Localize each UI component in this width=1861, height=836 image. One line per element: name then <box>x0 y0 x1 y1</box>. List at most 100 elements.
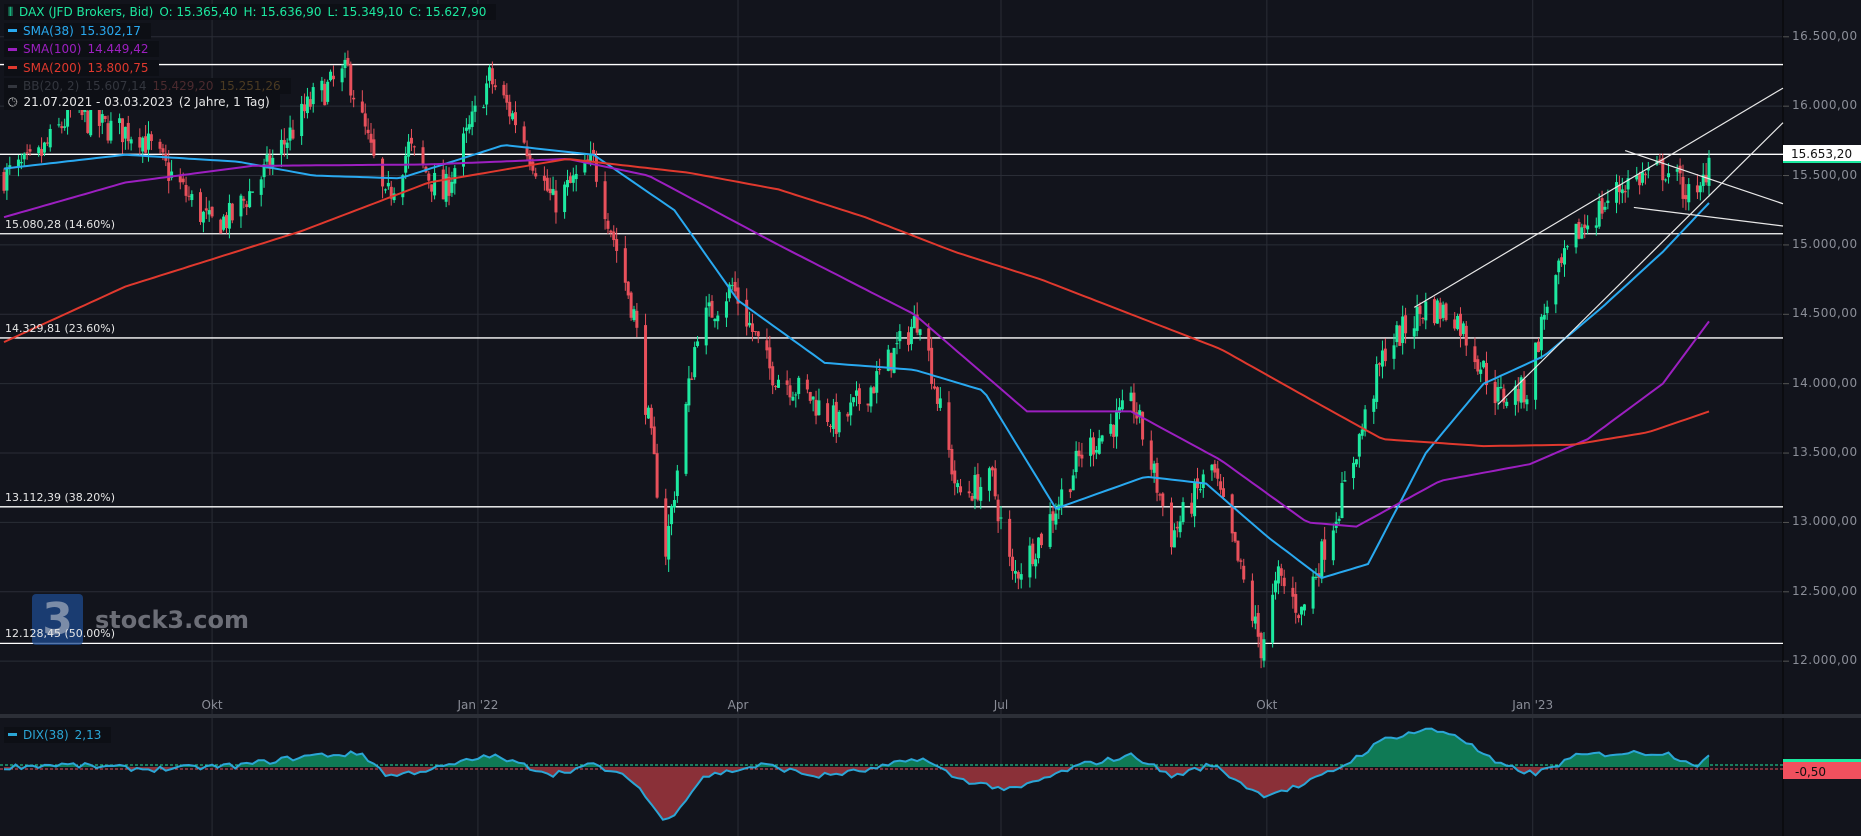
legend-sma100[interactable]: SMA(100) 14.449,42 <box>4 41 159 57</box>
candle-up <box>37 147 41 154</box>
candle-up <box>667 525 671 560</box>
candle-down <box>1233 531 1237 542</box>
candle-up <box>1097 438 1101 454</box>
candle-up <box>817 400 821 416</box>
candle-up <box>1539 316 1543 351</box>
candle-up <box>1534 342 1538 400</box>
trendline <box>1633 206 1784 227</box>
candle-up <box>837 411 841 433</box>
candle-up <box>1641 172 1645 183</box>
trendline <box>1497 122 1784 405</box>
candle-up <box>340 68 344 83</box>
candle-up <box>1343 480 1347 482</box>
candle-down <box>28 149 32 152</box>
candle-up <box>1019 574 1023 580</box>
candle-up <box>687 378 691 406</box>
candle-down <box>1068 489 1072 493</box>
candle-down <box>878 369 882 371</box>
candle-down <box>199 192 203 222</box>
candle-down <box>219 219 223 234</box>
candle-down <box>947 402 951 450</box>
sma-line-SMA38 <box>3 144 1710 580</box>
candle-up <box>141 137 145 152</box>
candle-up <box>1565 246 1569 248</box>
candle-up <box>1580 227 1584 239</box>
candle-up <box>1542 314 1546 320</box>
candle-up <box>109 120 113 141</box>
candle-down <box>834 401 838 434</box>
candle-down <box>542 175 546 181</box>
candle-up <box>470 111 474 127</box>
candle-down <box>814 399 818 416</box>
candle-up <box>1201 474 1205 489</box>
candle-down <box>1256 612 1260 637</box>
candle-up <box>320 80 324 91</box>
candle-down <box>514 112 517 126</box>
candle-up <box>1687 184 1691 203</box>
candle-up <box>1401 316 1405 343</box>
sma38-swatch <box>8 29 17 32</box>
bb-middle: 15.429,20 <box>152 79 214 93</box>
candle-up <box>797 377 801 394</box>
dix-value: 2,13 <box>74 727 102 742</box>
candle-down <box>389 186 393 199</box>
instrument-name: DAX (JFD Brokers, Bid) <box>19 5 154 19</box>
sma-line-SMA200 <box>3 158 1710 448</box>
watermark: 3 stock3.com <box>32 594 249 645</box>
date-range[interactable]: 🕒︎ 21.07.2021 - 03.03.2023 (2 Jahre, 1 Tag… <box>4 94 280 110</box>
candle-up <box>201 211 205 223</box>
legend-sma38[interactable]: SMA(38) 15.302,17 <box>4 22 151 39</box>
candle-down <box>534 173 538 177</box>
candle-up <box>684 403 688 474</box>
candle-down <box>138 137 142 148</box>
candle-up <box>392 193 396 201</box>
candle-down <box>381 158 385 187</box>
candle-down <box>508 101 512 117</box>
chart-legend: ⫴ DAX (JFD Brokers, Bid) O: 15.365,40 H:… <box>4 4 497 110</box>
candle-up <box>1262 639 1266 661</box>
candle-down <box>268 155 272 169</box>
candle-down <box>25 152 29 154</box>
range-note: (2 Jahre, 1 Tag) <box>178 95 270 109</box>
candle-up <box>1525 399 1529 405</box>
candle-up <box>895 343 899 345</box>
candle-down <box>158 141 162 149</box>
candle-down <box>1169 502 1173 548</box>
candle-up <box>1109 424 1113 434</box>
candle-down <box>1537 341 1540 353</box>
candle-up <box>574 173 578 180</box>
candle-up <box>1519 377 1523 403</box>
candle-down <box>548 188 552 194</box>
legend-sma200[interactable]: SMA(200) 13.800,75 <box>4 59 159 76</box>
x-tick-label: Jul <box>993 698 1009 712</box>
candle-down <box>1213 463 1217 473</box>
candle-up <box>776 379 780 388</box>
candle-down <box>930 347 934 384</box>
dix-legend[interactable]: DIX(38) 2,13 <box>4 724 112 743</box>
legend-bb[interactable]: BB(20, 2) 15.607,14 15.429,20 15.251,26 <box>4 78 291 94</box>
candle-down <box>144 136 148 153</box>
candle-down <box>1279 568 1283 576</box>
candle-down <box>1236 540 1240 561</box>
candle-up <box>716 315 720 322</box>
instrument-row[interactable]: ⫴ DAX (JFD Brokers, Bid) O: 15.365,40 H:… <box>4 4 497 20</box>
candle-up <box>207 210 211 215</box>
close-value: C: 15.627,90 <box>409 5 487 19</box>
low-value: L: 15.349,10 <box>327 5 404 19</box>
candle-up <box>444 173 448 202</box>
candle-down <box>1051 511 1055 521</box>
candle-up <box>1620 189 1624 194</box>
y-tick-label: 15.500,00 <box>1792 167 1858 182</box>
candle-up <box>1456 315 1460 330</box>
candle-down <box>655 453 659 498</box>
candle-up <box>170 171 174 178</box>
candle-down <box>97 105 101 126</box>
candle-down <box>1291 587 1295 597</box>
candle-down <box>635 310 639 328</box>
candle-up <box>383 189 387 191</box>
candle-up <box>1034 559 1038 567</box>
candle-down <box>1219 481 1223 490</box>
candle-up <box>1074 450 1078 473</box>
candle-up <box>1337 518 1341 521</box>
